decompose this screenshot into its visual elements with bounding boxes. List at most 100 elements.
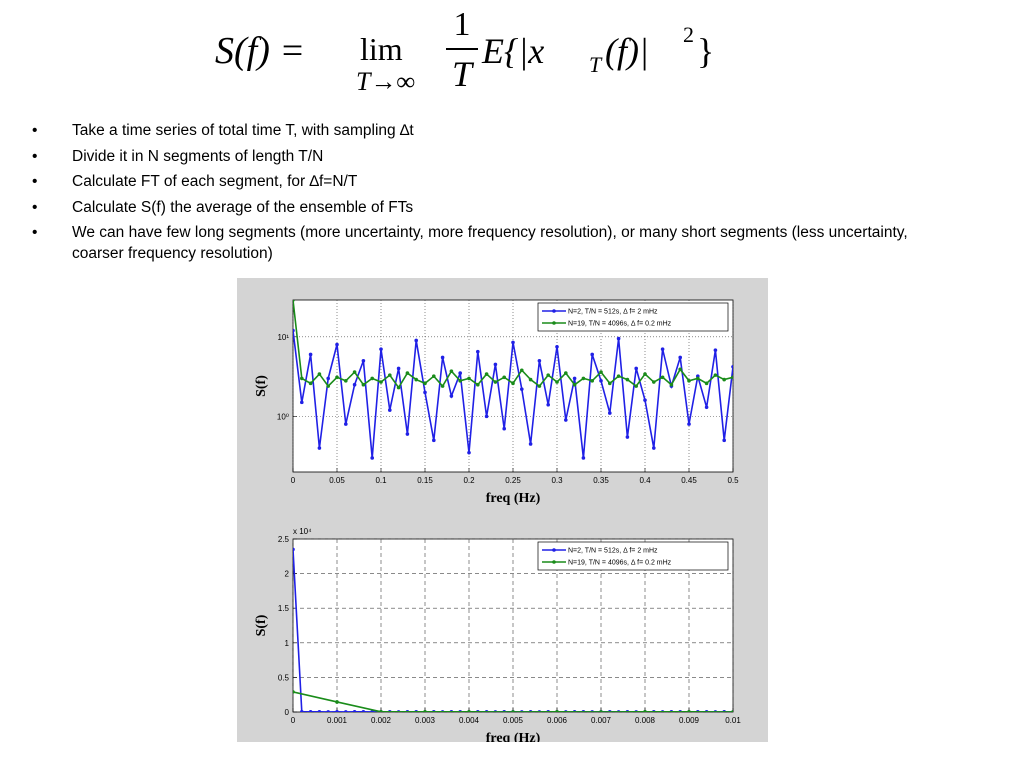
y-tick-label: 10¹ — [277, 333, 289, 342]
marker — [608, 381, 612, 386]
marker — [537, 358, 542, 363]
x-tick-label: 0.009 — [679, 716, 700, 725]
marker — [581, 376, 586, 381]
marker — [423, 390, 427, 395]
marker — [300, 709, 304, 712]
legend-box — [537, 302, 729, 332]
marker — [696, 376, 700, 381]
x-tick-label: 0.35 — [593, 476, 609, 485]
y-tick-label: 2 — [285, 570, 290, 579]
marker — [590, 378, 594, 383]
formula: S(f) = lim T→∞ 1 T E{|x T (f)| 2 } — [215, 6, 714, 96]
bullet: • Take a time series of total time T, wit… — [32, 122, 414, 139]
marker — [352, 370, 357, 374]
formula-lhs: S(f) = — [215, 30, 305, 72]
bullet-text: Calculate S(f) the average of the ensemb… — [72, 198, 414, 216]
marker — [634, 366, 638, 371]
bullet: • Calculate S(f) the average of the ensem… — [32, 198, 414, 216]
formula-rhs-sup: 2 — [683, 22, 694, 47]
marker — [572, 376, 577, 381]
marker — [423, 381, 427, 386]
x-tick-label: 0.15 — [417, 476, 433, 485]
marker — [625, 377, 630, 382]
marker — [502, 375, 507, 380]
y-tick-label: 0 — [285, 708, 290, 717]
legend-marker — [552, 560, 556, 564]
marker — [660, 375, 665, 380]
marker — [687, 378, 691, 383]
marker — [308, 352, 313, 357]
formula-rhs-tail: (f)| — [605, 31, 649, 71]
marker — [344, 378, 348, 383]
x-tick-label: 0.5 — [727, 476, 739, 485]
marker — [502, 426, 507, 431]
bullet-text: Calculate FT of each segment, for ∆f=N/T — [72, 173, 358, 190]
marker — [370, 376, 374, 381]
bullet-list: • Take a time series of total time T, wit… — [0, 120, 960, 269]
marker — [440, 355, 445, 360]
x-tick-label: 0.01 — [725, 716, 741, 725]
marker — [440, 384, 445, 388]
marker — [564, 371, 568, 375]
bullet-text: We can have few long segments (more unce… — [72, 224, 908, 262]
bullet: • Calculate FT of each segment, for ∆f=N/… — [32, 173, 358, 190]
x-tick-label: 0.45 — [681, 476, 697, 485]
marker — [652, 380, 656, 384]
marker — [467, 710, 471, 712]
marker — [300, 400, 304, 405]
marker — [608, 411, 612, 415]
x-tick-label: 0.008 — [635, 716, 656, 725]
x-tick-label: 0.005 — [503, 716, 524, 725]
marker — [293, 300, 295, 302]
marker — [704, 405, 709, 410]
marker — [379, 709, 383, 712]
marker — [528, 442, 533, 446]
marker — [361, 710, 366, 712]
formula-den: T — [452, 54, 475, 94]
marker — [293, 328, 295, 333]
marker — [713, 348, 718, 352]
marker — [484, 414, 489, 419]
marker — [722, 438, 726, 443]
marker — [317, 446, 322, 450]
marker — [344, 710, 348, 712]
formula-num: 1 — [454, 6, 471, 43]
marker — [555, 380, 559, 384]
x-tick-label: 0.006 — [547, 716, 568, 725]
marker — [476, 382, 480, 387]
marker — [388, 408, 392, 412]
marker — [467, 376, 471, 381]
marker — [326, 710, 330, 712]
formula-rhs-close: } — [697, 31, 714, 71]
legend-label: N=2, T/N = 512s, Δ f= 2 mHz — [568, 309, 658, 316]
y-multiplier: x 10⁴ — [293, 527, 312, 536]
marker — [520, 368, 524, 373]
x-tick-label: 0.004 — [459, 716, 480, 725]
marker — [352, 382, 357, 387]
y-tick-label: 1.5 — [278, 604, 290, 613]
bullet-text: Take a time series of total time T, with… — [72, 122, 414, 139]
marker — [616, 374, 621, 378]
marker — [652, 446, 656, 450]
x-tick-label: 0.4 — [639, 476, 651, 485]
marker — [405, 371, 410, 375]
marker — [731, 375, 733, 380]
x-tick-label: 0.007 — [591, 716, 612, 725]
marker — [379, 347, 383, 351]
marker — [476, 349, 480, 354]
series — [293, 690, 733, 712]
marker — [678, 367, 682, 372]
marker — [678, 355, 682, 360]
marker — [326, 376, 330, 381]
y-axis-label: S(f) — [254, 614, 269, 636]
y-tick-label: 0.5 — [278, 673, 290, 682]
legend-label: N=2, T/N = 512s, Δ f= 2 mHz — [568, 548, 658, 555]
y-tick-label: 2.5 — [278, 535, 290, 544]
x-tick-label: 0.3 — [551, 476, 563, 485]
marker — [660, 347, 665, 351]
marker — [731, 710, 733, 712]
marker — [590, 352, 594, 357]
marker — [643, 710, 647, 712]
formula-lim: lim — [360, 31, 403, 67]
legend-marker — [552, 309, 556, 313]
